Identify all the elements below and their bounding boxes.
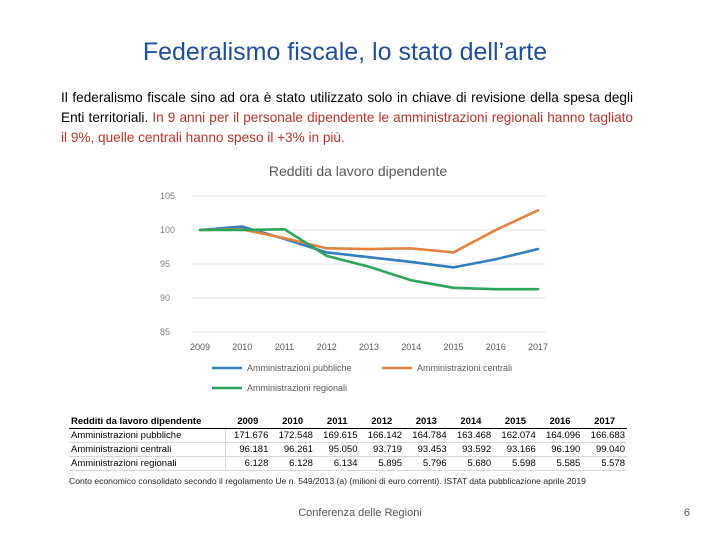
x-tick-labels: 2009 2010 2011 2012 2013 2014 2015 2016 2017 bbox=[190, 342, 548, 352]
table-cell: 6.128 bbox=[225, 456, 271, 471]
table-row-label: Amministrazioni centrali bbox=[69, 442, 226, 457]
slide-title: Federalismo fiscale, lo stato dell’arte bbox=[142, 38, 548, 66]
y-tick-label: 90 bbox=[160, 293, 170, 303]
table-cell: 96.181 bbox=[225, 442, 271, 457]
x-tick-label: 2009 bbox=[190, 342, 210, 352]
chart-svg: Redditi da lavoro dipendente 85 90 95 100 10… bbox=[160, 163, 548, 393]
intro-paragraph: Il federalismo fiscale sino ad ora è sta… bbox=[61, 88, 633, 148]
series-lines bbox=[198, 208, 540, 291]
y-tick-labels: 85 90 95 100 105 bbox=[160, 191, 175, 337]
legend-label: Amministrazioni regionali bbox=[247, 383, 347, 393]
table-row-label: Amministrazioni pubbliche bbox=[69, 428, 226, 443]
footer-text: Conferenza delle Regioni bbox=[298, 507, 422, 519]
legend-label: Amministrazioni centrali bbox=[417, 363, 512, 373]
table-cell: 6.134 bbox=[314, 456, 360, 471]
table-row: Amministrazioni pubbliche 171.676 172.548 1… bbox=[69, 428, 627, 443]
series-line bbox=[198, 228, 540, 291]
table-cell: 95.050 bbox=[314, 442, 360, 457]
table-header-year: 2017 bbox=[582, 415, 627, 429]
x-tick-label: 2016 bbox=[486, 342, 506, 352]
table-header-row: Redditi da lavoro dipendente 2009 2010 201… bbox=[69, 415, 627, 429]
table-cell: 5.895 bbox=[359, 456, 405, 471]
y-tick-label: 85 bbox=[160, 327, 170, 337]
x-tick-label: 2012 bbox=[317, 342, 337, 352]
table-header-year: 2009 bbox=[225, 415, 271, 429]
table-header-year: 2014 bbox=[448, 415, 494, 429]
page-number: 6 bbox=[683, 507, 690, 519]
table-row: Amministrazioni centrali 96.181 96.261 95.0… bbox=[69, 442, 627, 457]
chart-title: Redditi da lavoro dipendente bbox=[269, 163, 447, 179]
table-cell: 6.128 bbox=[270, 456, 315, 471]
series-line bbox=[198, 225, 540, 269]
y-tick-label: 95 bbox=[160, 259, 170, 269]
table-cell: 171.676 bbox=[225, 428, 271, 443]
table-cell: 166.142 bbox=[359, 428, 405, 443]
table-header-year: 2013 bbox=[404, 415, 449, 429]
table-cell: 5.578 bbox=[582, 456, 627, 471]
line-chart: Redditi da lavoro dipendente 85 90 95 100 10… bbox=[146, 152, 570, 410]
table-header-year: 2012 bbox=[359, 415, 405, 429]
table-header-label: Redditi da lavoro dipendente bbox=[69, 415, 226, 429]
table-header-year: 2015 bbox=[493, 415, 538, 429]
table-cell: 99.040 bbox=[582, 442, 627, 457]
table-cell: 172.548 bbox=[270, 428, 315, 443]
table-row-label: Amministrazioni regionali bbox=[69, 456, 226, 471]
x-tick-label: 2013 bbox=[359, 342, 379, 352]
table-cell: 96.261 bbox=[270, 442, 315, 457]
table-cell: 93.719 bbox=[359, 442, 405, 457]
y-tick-label: 105 bbox=[160, 191, 175, 201]
y-tick-label: 100 bbox=[160, 225, 175, 235]
table-cell: 164.784 bbox=[404, 428, 449, 443]
table-cell: 96.190 bbox=[537, 442, 583, 457]
table-header-year: 2016 bbox=[537, 415, 583, 429]
x-tick-label: 2017 bbox=[528, 342, 548, 352]
highlight-text: In 9 anni per il personale dipendente le… bbox=[61, 110, 633, 145]
x-tick-label: 2014 bbox=[401, 342, 421, 352]
table-cell: 163.468 bbox=[448, 428, 494, 443]
table-row: Amministrazioni regionali 6.128 6.128 6.134… bbox=[69, 456, 627, 471]
x-tick-label: 2011 bbox=[275, 342, 294, 352]
data-table: Redditi da lavoro dipendente 2009 2010 201… bbox=[69, 415, 627, 471]
legend: Amministrazioni pubbliche Amministrazioni… bbox=[212, 363, 512, 393]
table-body: Amministrazioni pubbliche 171.676 172.548 1… bbox=[69, 428, 627, 471]
table-cell: 5.680 bbox=[448, 456, 494, 471]
table-header-year: 2011 bbox=[314, 415, 360, 429]
table-cell: 5.585 bbox=[537, 456, 583, 471]
table-cell: 5.796 bbox=[404, 456, 449, 471]
x-tick-label: 2010 bbox=[232, 342, 252, 352]
source-note: Conto economico consolidato secondo il r… bbox=[69, 476, 586, 486]
table-cell: 93.592 bbox=[448, 442, 494, 457]
table-cell: 93.166 bbox=[493, 442, 538, 457]
table-header-year: 2010 bbox=[270, 415, 315, 429]
table-cell: 166.683 bbox=[582, 428, 627, 443]
table-cell: 5.598 bbox=[493, 456, 538, 471]
table-cell: 93.453 bbox=[404, 442, 449, 457]
series-line bbox=[198, 208, 540, 254]
table-cell: 169.615 bbox=[314, 428, 360, 443]
grid bbox=[192, 195, 546, 333]
intro-text: Il federalismo fiscale sino ad ora è sta… bbox=[61, 90, 633, 125]
table-cell: 164.096 bbox=[537, 428, 583, 443]
table-cell: 162.074 bbox=[493, 428, 538, 443]
legend-label: Amministrazioni pubbliche bbox=[247, 363, 352, 373]
x-tick-label: 2015 bbox=[443, 342, 463, 352]
